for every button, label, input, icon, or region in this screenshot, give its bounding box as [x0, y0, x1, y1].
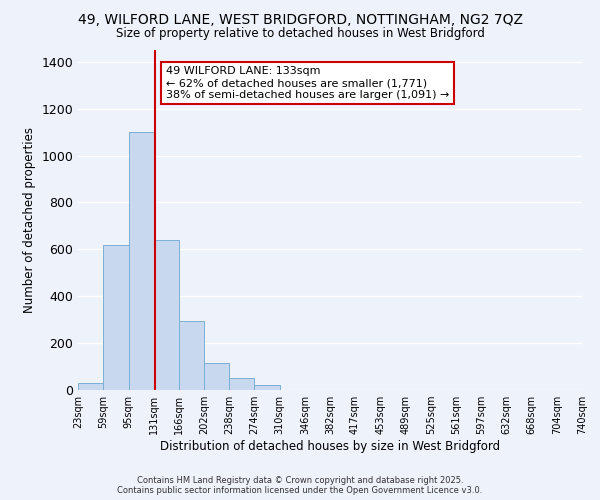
Bar [154, 240, 179, 390]
X-axis label: Distribution of detached houses by size in West Bridgford: Distribution of detached houses by size … [160, 440, 500, 453]
Bar [103, 244, 128, 390]
Text: 49, WILFORD LANE, WEST BRIDGFORD, NOTTINGHAM, NG2 7QZ: 49, WILFORD LANE, WEST BRIDGFORD, NOTTIN… [77, 12, 523, 26]
Bar [78, 383, 103, 390]
Bar [128, 132, 154, 390]
Y-axis label: Number of detached properties: Number of detached properties [23, 127, 36, 313]
Text: Contains HM Land Registry data © Crown copyright and database right 2025.
Contai: Contains HM Land Registry data © Crown c… [118, 476, 482, 495]
Bar [229, 378, 254, 390]
Bar [204, 363, 229, 390]
Text: Size of property relative to detached houses in West Bridgford: Size of property relative to detached ho… [116, 28, 484, 40]
Bar [254, 386, 280, 390]
Bar [179, 321, 204, 390]
Text: 49 WILFORD LANE: 133sqm
← 62% of detached houses are smaller (1,771)
38% of semi: 49 WILFORD LANE: 133sqm ← 62% of detache… [166, 66, 449, 100]
